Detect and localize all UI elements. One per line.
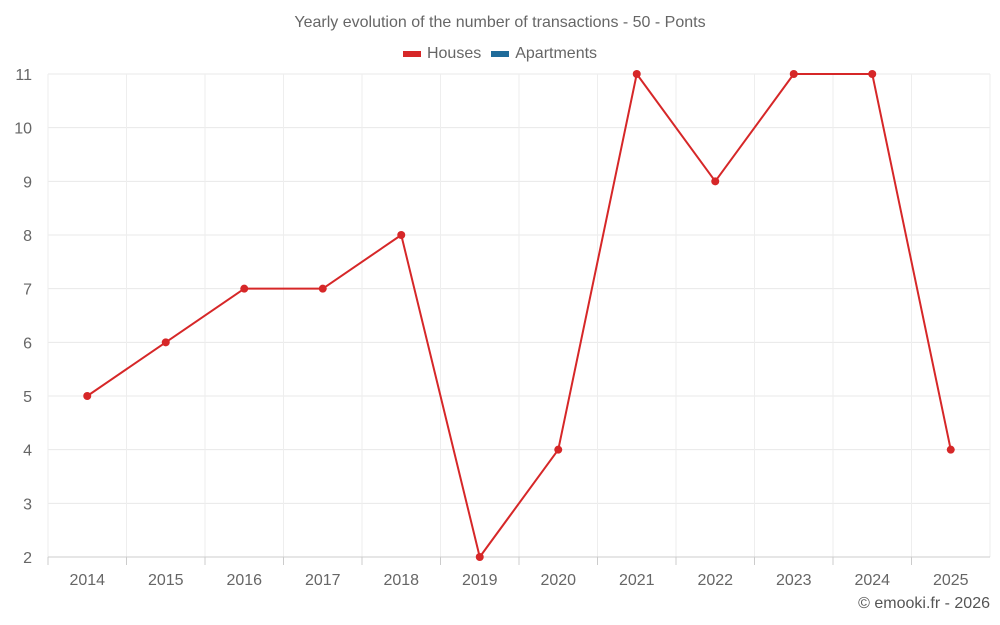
x-tick-label: 2015 (148, 572, 184, 589)
footer-credit: © emooki.fr - 2026 (858, 595, 990, 612)
y-tick-label: 3 (23, 496, 32, 513)
y-tick-label: 11 (15, 67, 32, 84)
x-tick-label: 2022 (697, 572, 733, 589)
y-tick-label: 2 (23, 550, 32, 567)
x-tick-label: 2021 (619, 572, 655, 589)
chart-legend: Houses Apartments (0, 45, 1000, 63)
legend-label-houses: Houses (426, 45, 482, 62)
data-point (868, 70, 877, 78)
legend-swatch-apartments (491, 51, 510, 57)
legend-item-apartments[interactable]: Apartments (491, 45, 597, 63)
x-tick-label: 2020 (540, 572, 576, 589)
y-tick-label: 5 (23, 389, 32, 406)
x-tick-label: 2023 (776, 572, 812, 589)
data-point (789, 70, 798, 78)
legend-label-apartments: Apartments (515, 45, 598, 62)
y-tick-label: 7 (23, 282, 32, 299)
series-lines (86, 73, 952, 558)
data-point (946, 445, 955, 454)
axes: 2 3 4 5 6 7 8 9 10 11 2014 2015 2016 2017 2018 2019 2020… (14, 67, 990, 589)
series-line-houses (86, 73, 952, 558)
y-tick-label: 4 (23, 443, 32, 460)
data-point (161, 338, 170, 347)
data-point (397, 231, 406, 239)
y-tick-label: 6 (23, 335, 32, 352)
data-point (83, 392, 92, 400)
x-tick-label: 2025 (933, 572, 969, 589)
legend-item-houses[interactable]: Houses (402, 45, 482, 63)
x-tick-label: 2014 (69, 572, 105, 589)
y-tick-label: 8 (23, 228, 32, 245)
data-point (554, 445, 563, 454)
legend-swatch-houses (402, 51, 421, 57)
x-tick-label: 2024 (854, 572, 890, 589)
data-points (83, 70, 955, 561)
chart-title: Yearly evolution of the number of transa… (294, 14, 706, 31)
grid-lines (47, 73, 991, 558)
x-tick-label: 2017 (305, 572, 341, 589)
data-point (240, 284, 249, 293)
y-tick-label: 9 (23, 174, 32, 191)
x-tick-label: 2016 (226, 572, 262, 589)
x-tick-label: 2019 (462, 572, 498, 589)
data-point (475, 553, 484, 561)
data-point (632, 70, 641, 78)
y-tick-label: 10 (14, 121, 32, 138)
data-point (711, 177, 720, 186)
data-point (318, 284, 327, 293)
x-tick-label: 2018 (383, 572, 419, 589)
